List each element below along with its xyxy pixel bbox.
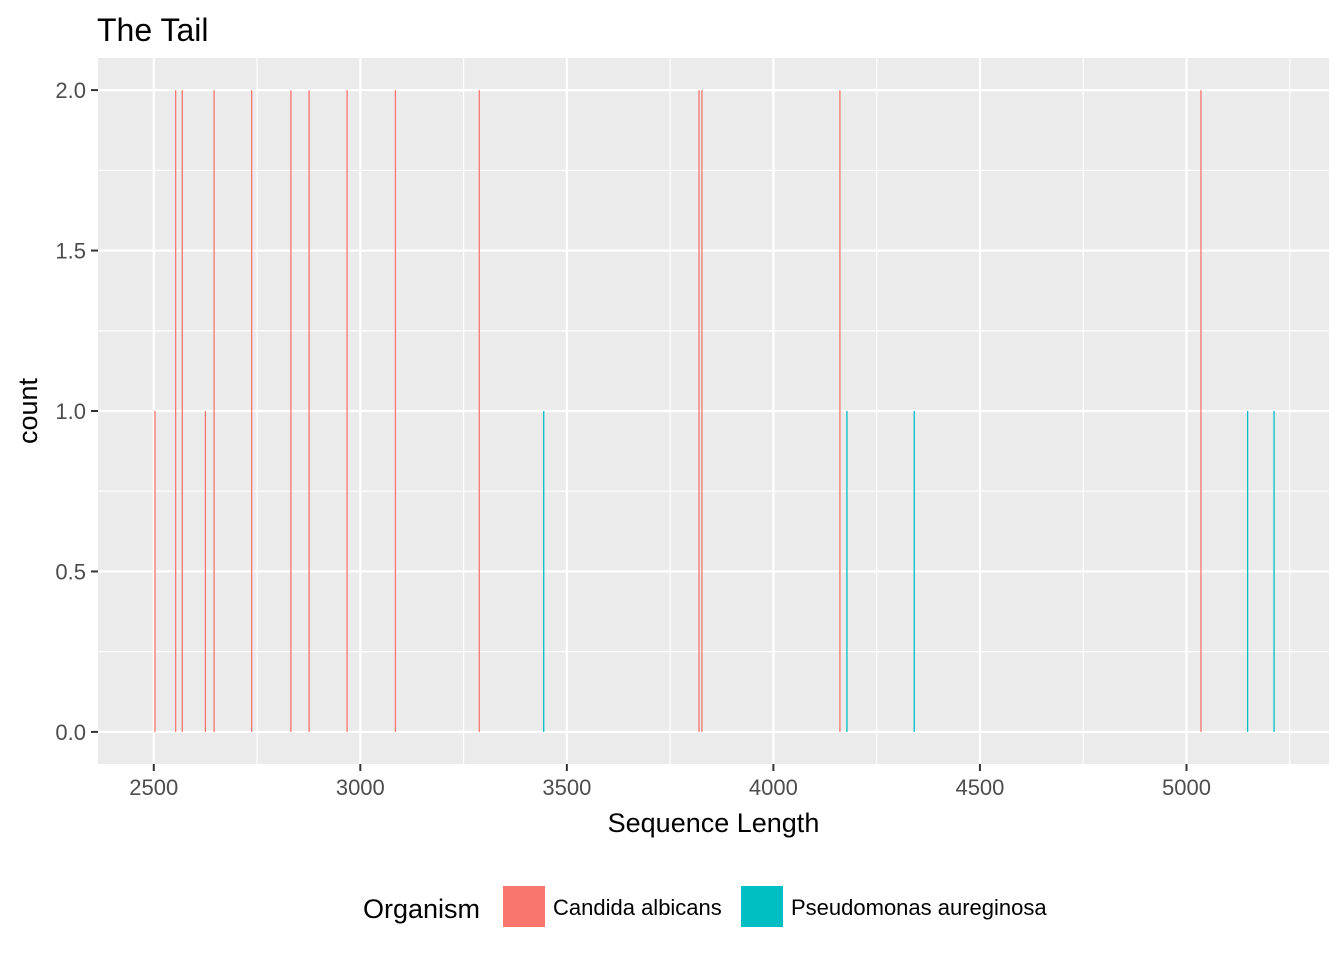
y-tick-label: 0.5 <box>55 559 86 584</box>
x-tick-label: 2500 <box>129 775 178 800</box>
x-axis: 2500 3000 3500 4000 4500 5000 <box>129 764 1211 800</box>
bar <box>701 90 703 732</box>
legend-label: Candida albicans <box>553 895 722 920</box>
y-tick-label: 1.0 <box>55 399 86 424</box>
grid-major <box>98 58 1329 764</box>
bar <box>913 411 915 732</box>
bar <box>1200 90 1202 732</box>
bar <box>308 90 310 732</box>
legend-key <box>741 886 783 927</box>
bar <box>213 90 215 732</box>
y-axis-title: count <box>13 377 43 444</box>
bar <box>1273 411 1275 732</box>
x-tick-label: 5000 <box>1162 775 1211 800</box>
bar <box>181 90 183 732</box>
bar <box>175 90 177 732</box>
bar <box>839 90 841 732</box>
y-tick-label: 0.0 <box>55 720 86 745</box>
y-tick-label: 1.5 <box>55 239 86 264</box>
legend: Organism Candida albicans Pseudomonas aur… <box>363 886 1047 927</box>
bar <box>1246 411 1249 732</box>
x-tick-label: 4000 <box>749 775 798 800</box>
bars <box>154 90 1275 732</box>
x-axis-title: Sequence Length <box>608 808 820 838</box>
bar <box>290 90 292 732</box>
legend-label: Pseudomonas aureginosa <box>791 895 1047 920</box>
bar <box>543 411 545 732</box>
x-tick-label: 4500 <box>955 775 1004 800</box>
bar <box>346 90 348 732</box>
y-axis: 0.0 0.5 1.0 1.5 2.0 <box>55 78 98 745</box>
bar <box>251 90 253 732</box>
bar <box>698 90 700 732</box>
legend-key <box>503 886 545 927</box>
bar <box>154 411 156 732</box>
chart-title: The Tail <box>97 12 208 48</box>
legend-title: Organism <box>363 894 480 924</box>
bar <box>846 411 848 732</box>
x-tick-label: 3000 <box>336 775 385 800</box>
bar <box>478 90 480 732</box>
bar <box>204 411 207 732</box>
x-tick-label: 3500 <box>542 775 591 800</box>
y-tick-label: 2.0 <box>55 78 86 103</box>
bar <box>394 90 397 732</box>
